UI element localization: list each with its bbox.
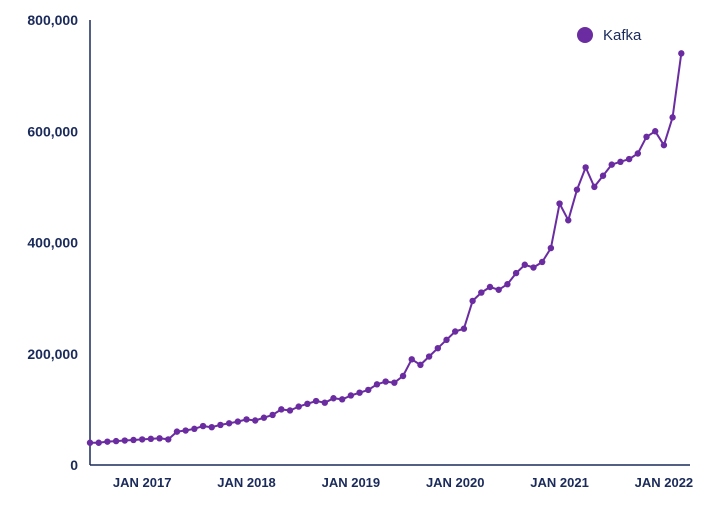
data-point (374, 381, 380, 387)
data-point (661, 142, 667, 148)
legend-marker (577, 27, 593, 43)
x-tick-label: JAN 2018 (217, 475, 276, 490)
data-point (95, 440, 101, 446)
x-tick-label: JAN 2022 (635, 475, 694, 490)
y-tick-label: 800,000 (27, 12, 78, 28)
y-tick-label: 600,000 (27, 123, 78, 139)
data-point (365, 387, 371, 393)
x-tick-label: JAN 2021 (530, 475, 589, 490)
x-tick-label: JAN 2020 (426, 475, 485, 490)
data-point (591, 184, 597, 190)
data-point (426, 353, 432, 359)
x-tick-label: JAN 2019 (322, 475, 381, 490)
data-point (435, 345, 441, 351)
data-point (669, 114, 675, 120)
data-point (556, 200, 562, 206)
line-chart: 0 200,000 400,000 600,000 800,000 JAN 2017 JAN… (0, 0, 707, 510)
data-point (217, 422, 223, 428)
data-point (382, 378, 388, 384)
data-point (461, 326, 467, 332)
data-point (626, 156, 632, 162)
data-point (165, 436, 171, 442)
data-point (252, 417, 258, 423)
data-point (487, 284, 493, 290)
data-point (356, 389, 362, 395)
data-point (530, 264, 536, 270)
data-point (495, 287, 501, 293)
data-point (235, 418, 241, 424)
data-point (295, 403, 301, 409)
data-point (548, 245, 554, 251)
data-point (174, 428, 180, 434)
data-point (652, 128, 658, 134)
data-point (304, 401, 310, 407)
data-point (522, 262, 528, 268)
data-point (574, 186, 580, 192)
data-point (417, 362, 423, 368)
data-point (609, 161, 615, 167)
data-point (156, 435, 162, 441)
data-point (313, 398, 319, 404)
y-tick-label: 400,000 (27, 235, 78, 251)
x-tick-label: JAN 2017 (113, 475, 172, 490)
data-point (391, 379, 397, 385)
data-point (330, 395, 336, 401)
data-point (339, 396, 345, 402)
data-point (678, 50, 684, 56)
data-point (278, 406, 284, 412)
data-point (400, 373, 406, 379)
data-point (478, 289, 484, 295)
data-point (261, 415, 267, 421)
data-point (582, 164, 588, 170)
data-point (469, 298, 475, 304)
data-point (635, 150, 641, 156)
data-point (191, 426, 197, 432)
data-point (130, 437, 136, 443)
legend-label: Kafka (603, 27, 642, 44)
data-point (243, 416, 249, 422)
data-point (539, 259, 545, 265)
data-point (139, 436, 145, 442)
y-tick-label: 200,000 (27, 346, 78, 362)
data-point (443, 337, 449, 343)
data-point (504, 281, 510, 287)
data-point (513, 270, 519, 276)
data-point (226, 420, 232, 426)
data-point (182, 427, 188, 433)
data-point (409, 356, 415, 362)
data-point (348, 392, 354, 398)
data-point (122, 437, 128, 443)
data-point (200, 423, 206, 429)
data-point (617, 159, 623, 165)
y-tick-label: 0 (70, 457, 78, 473)
data-point (209, 424, 215, 430)
data-point (113, 438, 119, 444)
data-point (148, 436, 154, 442)
data-point (269, 412, 275, 418)
chart-container: 0 200,000 400,000 600,000 800,000 JAN 2017 JAN… (0, 0, 707, 510)
data-point (87, 440, 93, 446)
data-point (322, 400, 328, 406)
data-point (104, 438, 110, 444)
data-point (287, 407, 293, 413)
data-point (643, 134, 649, 140)
data-point (600, 173, 606, 179)
data-point (452, 328, 458, 334)
data-point (565, 217, 571, 223)
